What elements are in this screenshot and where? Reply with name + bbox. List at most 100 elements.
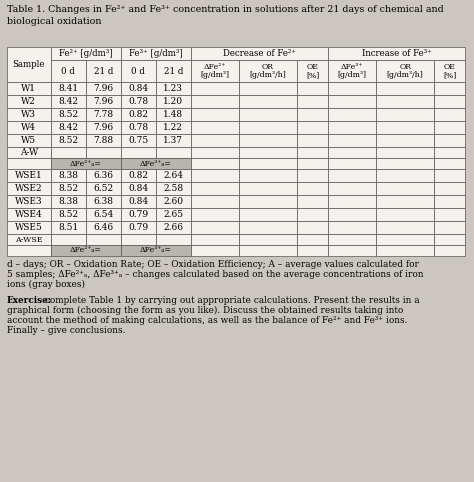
Bar — [121, 95, 156, 108]
Bar — [376, 121, 434, 134]
Text: Exercise:: Exercise: — [7, 296, 52, 305]
Bar — [239, 134, 297, 147]
Text: 2.66: 2.66 — [163, 223, 183, 232]
Bar — [328, 47, 465, 60]
Bar — [86, 82, 121, 95]
Text: 8.52: 8.52 — [58, 184, 78, 193]
Bar — [239, 208, 297, 221]
Bar — [297, 158, 328, 169]
Bar — [191, 169, 239, 182]
Text: Decrease of Fe²⁺: Decrease of Fe²⁺ — [223, 49, 296, 58]
Text: 21 d: 21 d — [93, 67, 113, 76]
Bar — [7, 169, 51, 182]
Bar — [376, 134, 434, 147]
Bar — [328, 182, 376, 195]
Bar — [7, 121, 51, 134]
Bar — [121, 121, 156, 134]
Text: 0.79: 0.79 — [128, 210, 148, 219]
Bar — [434, 158, 465, 169]
Bar — [191, 234, 239, 245]
Bar — [191, 134, 239, 147]
Bar — [434, 82, 465, 95]
Bar — [156, 221, 191, 234]
Text: 7.88: 7.88 — [93, 136, 113, 145]
Bar — [376, 234, 434, 245]
Bar — [51, 60, 86, 82]
Text: W1: W1 — [21, 84, 36, 93]
Bar — [86, 108, 121, 121]
Bar — [7, 208, 51, 221]
Bar — [86, 182, 121, 195]
Bar — [7, 95, 51, 108]
Bar — [434, 147, 465, 158]
Bar — [376, 245, 434, 256]
Bar — [156, 169, 191, 182]
Bar — [86, 134, 121, 147]
Text: 8.51: 8.51 — [58, 223, 78, 232]
Bar — [86, 121, 121, 134]
Bar — [376, 208, 434, 221]
Bar — [191, 82, 239, 95]
Bar — [7, 47, 51, 82]
Bar — [51, 169, 86, 182]
Bar — [121, 195, 156, 208]
Bar — [328, 95, 376, 108]
Text: graphical form (choosing the form as you like). Discuss the obtained results tak: graphical form (choosing the form as you… — [7, 306, 403, 315]
Text: ΔFe²⁺ₐ=: ΔFe²⁺ₐ= — [70, 160, 102, 168]
Bar — [328, 60, 376, 82]
Text: 7.96: 7.96 — [93, 97, 113, 106]
Text: 0.82: 0.82 — [128, 110, 148, 119]
Bar — [191, 121, 239, 134]
Bar — [7, 147, 51, 158]
Bar — [51, 221, 86, 234]
Text: WSE3: WSE3 — [15, 197, 43, 206]
Bar — [376, 108, 434, 121]
Text: Finally – give conclusions.: Finally – give conclusions. — [7, 326, 126, 335]
Bar — [121, 134, 156, 147]
Text: WSE4: WSE4 — [15, 210, 43, 219]
Text: d – days; OR – Oxidation Rate; OE – Oxidation Efficiency; A – average values cal: d – days; OR – Oxidation Rate; OE – Oxid… — [7, 260, 419, 269]
Bar — [86, 208, 121, 221]
Bar — [239, 82, 297, 95]
Text: 7.96: 7.96 — [93, 123, 113, 132]
Text: ΔFe²⁺
[g/dm³]: ΔFe²⁺ [g/dm³] — [201, 63, 229, 80]
Bar — [156, 234, 191, 245]
Bar — [156, 82, 191, 95]
Bar — [51, 108, 86, 121]
Text: OR
[g/dm³/h]: OR [g/dm³/h] — [250, 63, 286, 80]
Text: 0.82: 0.82 — [128, 171, 148, 180]
Bar — [239, 221, 297, 234]
Text: 1.37: 1.37 — [163, 136, 183, 145]
Text: 1.48: 1.48 — [163, 110, 183, 119]
Bar — [51, 158, 121, 169]
Bar — [51, 82, 86, 95]
Text: 8.38: 8.38 — [58, 197, 78, 206]
Bar — [121, 208, 156, 221]
Bar — [328, 169, 376, 182]
Bar — [121, 234, 156, 245]
Text: 0.79: 0.79 — [128, 223, 148, 232]
Bar — [239, 169, 297, 182]
Text: A-W: A-W — [20, 148, 38, 157]
Text: 6.46: 6.46 — [93, 223, 113, 232]
Bar — [297, 182, 328, 195]
Bar — [191, 245, 239, 256]
Bar — [297, 121, 328, 134]
Bar — [297, 147, 328, 158]
Bar — [51, 182, 86, 195]
Text: 6.52: 6.52 — [93, 184, 113, 193]
Bar — [156, 60, 191, 82]
Bar — [86, 234, 121, 245]
Bar — [328, 158, 376, 169]
Text: 8.52: 8.52 — [58, 136, 78, 145]
Bar — [376, 182, 434, 195]
Bar — [328, 121, 376, 134]
Text: 5 samples; ΔFe²⁺ₐ, ΔFe³⁺ₐ – changes calculated based on the average concentratio: 5 samples; ΔFe²⁺ₐ, ΔFe³⁺ₐ – changes calc… — [7, 270, 423, 279]
Bar — [51, 134, 86, 147]
Bar — [297, 245, 328, 256]
Bar — [239, 182, 297, 195]
Bar — [239, 195, 297, 208]
Bar — [86, 60, 121, 82]
Bar — [376, 147, 434, 158]
Bar — [191, 108, 239, 121]
